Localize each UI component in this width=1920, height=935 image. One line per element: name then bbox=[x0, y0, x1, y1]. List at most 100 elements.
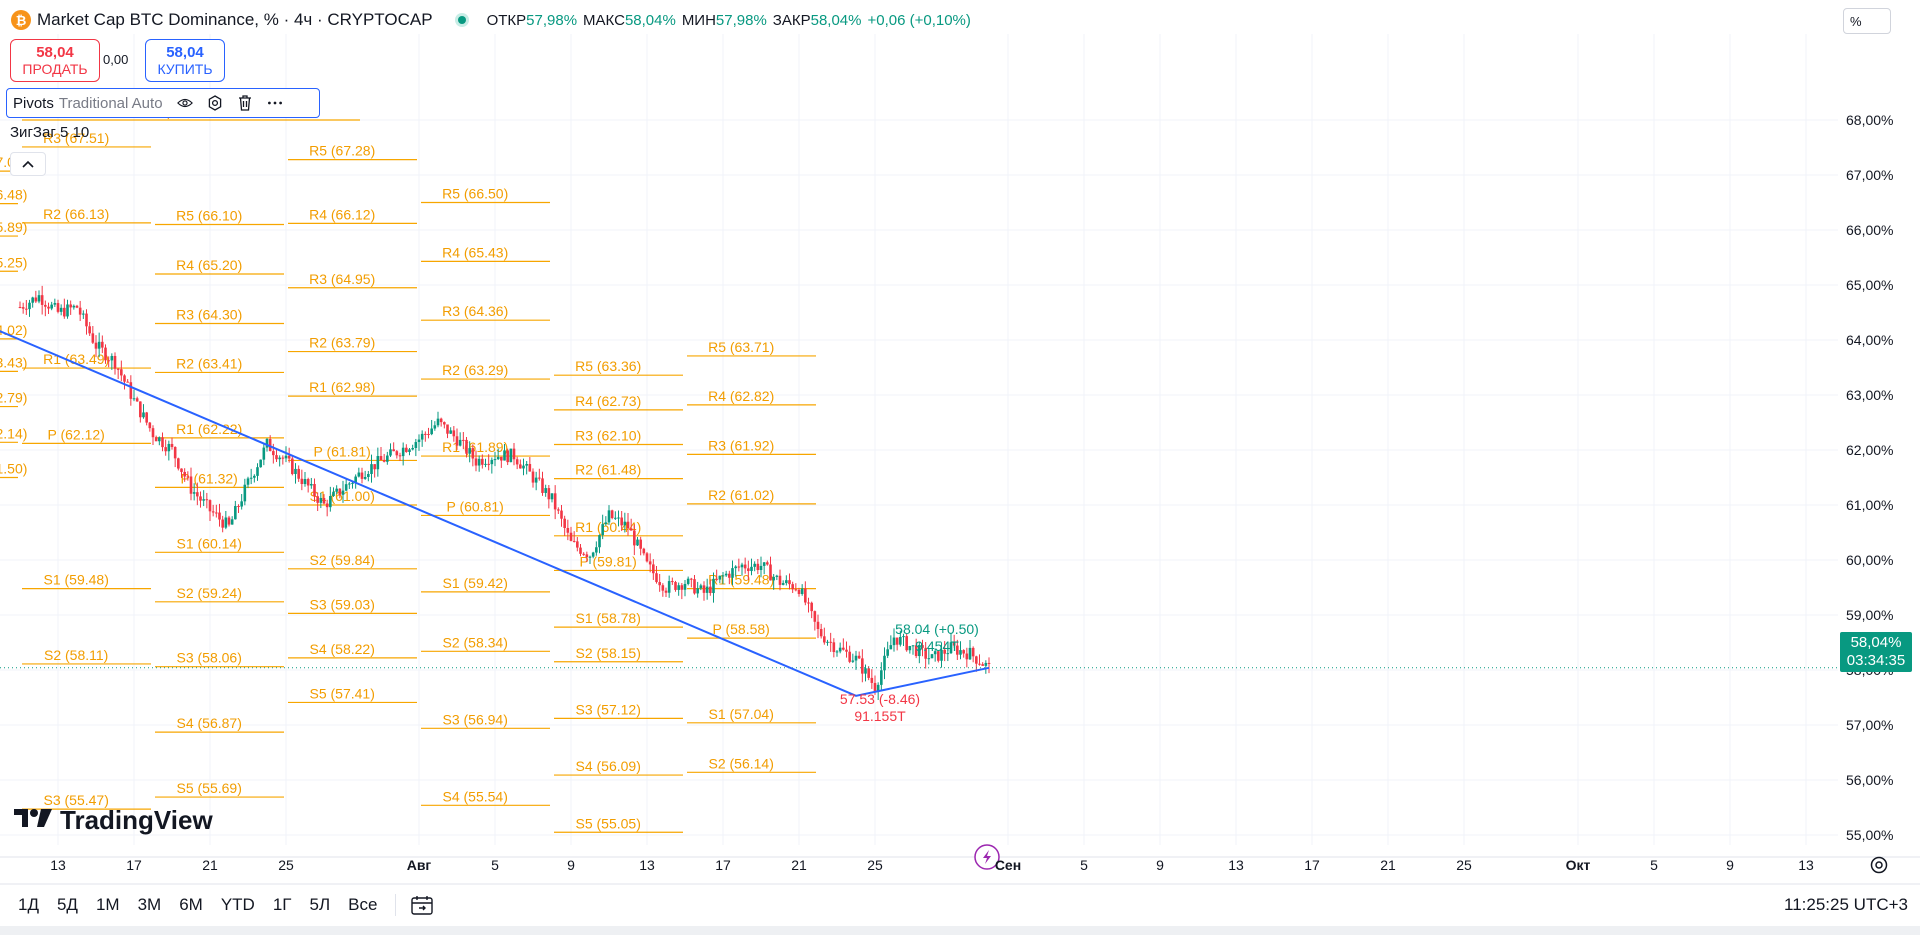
price-axis-label: 68,00% bbox=[1846, 112, 1893, 128]
sell-button[interactable]: 58,04 ПРОДАТЬ bbox=[10, 39, 100, 82]
settings-gear-icon[interactable] bbox=[207, 95, 223, 111]
pivot-label: S2 (58.15) bbox=[575, 645, 640, 661]
candle-body bbox=[937, 651, 940, 661]
time-axis[interactable]: 13 17 21 25 Авг 5 9 13 17 21 25 Сен 5 9 13 17 21 25 Окт 5 9 1… bbox=[50, 857, 1814, 873]
candle-body bbox=[94, 342, 98, 349]
candle-body bbox=[610, 510, 614, 519]
candle-body bbox=[253, 475, 256, 478]
candle-body bbox=[880, 670, 883, 685]
tradingview-logo[interactable]: TradingView bbox=[14, 805, 213, 836]
candle-body bbox=[914, 645, 918, 657]
percent-scale-toggle[interactable]: % bbox=[1843, 8, 1891, 34]
price-axis[interactable]: 55,00%56,00%57,00%58,00%59,00%60,00%61,0… bbox=[1846, 112, 1893, 843]
candle-body bbox=[617, 517, 620, 519]
candle-body bbox=[715, 578, 718, 580]
candle-body bbox=[351, 482, 354, 484]
price-axis-label: 64,00% bbox=[1846, 332, 1893, 348]
range-button-ytd[interactable]: YTD bbox=[220, 895, 255, 914]
zigzag-indicator-row[interactable]: ЗигЗаг 5 10 bbox=[10, 124, 89, 141]
timezone-clock[interactable]: 11:25:25 UTC+3 bbox=[1784, 895, 1908, 914]
candle-body bbox=[265, 438, 269, 448]
last-price-badge: 58,04% 03:34:35 bbox=[1840, 632, 1912, 672]
range-button-5y[interactable]: 5Л bbox=[309, 895, 331, 914]
candle-body bbox=[50, 304, 53, 309]
pivot-label: R1 (63.49) bbox=[43, 351, 109, 367]
candle-body bbox=[386, 455, 389, 462]
pivot-label: 65.25) bbox=[0, 254, 27, 270]
pivot-label: 66.48) bbox=[0, 187, 27, 203]
pivot-label: P (60.81) bbox=[447, 498, 504, 514]
candle-body bbox=[614, 517, 617, 519]
pivot-label: P (61.81) bbox=[314, 443, 371, 459]
candle-body bbox=[294, 468, 297, 475]
eye-icon[interactable] bbox=[176, 95, 193, 111]
candle-body bbox=[164, 447, 167, 452]
candle-body bbox=[838, 647, 842, 652]
more-options-icon[interactable] bbox=[267, 95, 283, 111]
pivots-indicator-row[interactable]: Pivots Traditional Auto bbox=[6, 88, 320, 118]
axis-settings-icon[interactable] bbox=[1869, 855, 1889, 875]
candle-body bbox=[946, 653, 950, 655]
pivots-indicator-params[interactable]: Traditional Auto bbox=[58, 94, 163, 112]
symbol-title[interactable]: Market Cap BTC Dominance, % · 4ч · CRYPT… bbox=[37, 10, 433, 29]
candle-body bbox=[664, 590, 668, 593]
candle-body bbox=[905, 636, 908, 651]
range-button-3m[interactable]: 3М bbox=[137, 895, 162, 914]
candle-body bbox=[338, 488, 342, 495]
collapse-legend-button[interactable] bbox=[10, 152, 46, 176]
candle-body bbox=[183, 471, 186, 477]
ohlc-low-label: МИН bbox=[681, 11, 716, 29]
candle-body bbox=[135, 398, 139, 402]
candle-body bbox=[525, 463, 528, 466]
candle-body bbox=[560, 510, 563, 519]
range-button-all[interactable]: Все bbox=[348, 895, 378, 914]
candle-body bbox=[427, 433, 430, 435]
candle-body bbox=[202, 499, 205, 501]
range-button-1d[interactable]: 1Д bbox=[18, 895, 39, 914]
candle-body bbox=[899, 636, 902, 645]
candle-body bbox=[173, 447, 177, 459]
zigzag-path bbox=[0, 330, 990, 697]
zigzag-indicator-name[interactable]: ЗигЗаг bbox=[10, 124, 56, 141]
pivots-indicator-name[interactable]: Pivots bbox=[13, 94, 54, 112]
candle-body bbox=[433, 425, 437, 429]
zigzag-indicator-params[interactable]: 5 10 bbox=[59, 124, 90, 141]
time-axis-label: 17 bbox=[126, 857, 142, 873]
trash-icon[interactable] bbox=[237, 95, 253, 111]
price-axis-label: 62,00% bbox=[1846, 442, 1893, 458]
buy-button[interactable]: 58,04 КУПИТЬ bbox=[145, 39, 225, 82]
go-to-date-icon[interactable] bbox=[410, 894, 436, 916]
candle-body bbox=[120, 369, 123, 376]
pivot-label: R4 (66.12) bbox=[309, 206, 375, 222]
market-status-icon[interactable] bbox=[454, 13, 469, 27]
bar-countdown: 03:34:35 bbox=[1846, 652, 1906, 669]
candle-body bbox=[851, 660, 855, 662]
pivot-label: R1 (59.48) bbox=[708, 572, 774, 588]
candle-body bbox=[177, 458, 180, 469]
candle-body bbox=[243, 484, 247, 502]
pivot-label: S1 (57.04) bbox=[708, 706, 773, 722]
candle-body bbox=[262, 447, 266, 460]
pivot-label: S2 (59.24) bbox=[176, 585, 241, 601]
range-button-6m[interactable]: 6М bbox=[179, 895, 203, 914]
candle-body bbox=[702, 585, 706, 593]
candle-body bbox=[576, 541, 579, 548]
time-axis-label: 21 bbox=[791, 857, 807, 873]
candle-body bbox=[408, 449, 411, 452]
candle-body bbox=[215, 512, 218, 514]
candle-body bbox=[522, 465, 525, 469]
zigzag-pivot-label: 58.04 (+0.50) bbox=[895, 621, 979, 637]
candle-body bbox=[329, 496, 332, 508]
candle-body bbox=[772, 576, 775, 581]
range-button-1m[interactable]: 1М bbox=[95, 895, 120, 914]
range-button-5d[interactable]: 5Д bbox=[56, 895, 78, 914]
pivot-label: S4 (56.09) bbox=[575, 758, 640, 774]
candle-body bbox=[145, 412, 148, 423]
candle-body bbox=[534, 477, 538, 483]
range-button-1y[interactable]: 1Г bbox=[272, 895, 292, 914]
candle-body bbox=[379, 456, 383, 461]
candle-body bbox=[867, 668, 870, 678]
candle-body bbox=[310, 483, 313, 486]
candle-body bbox=[367, 473, 370, 477]
